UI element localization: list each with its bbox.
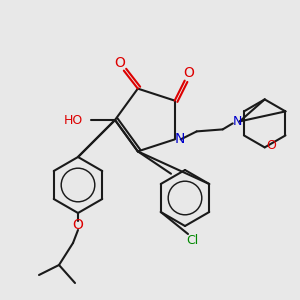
Text: N: N xyxy=(175,132,185,146)
Text: Cl: Cl xyxy=(186,233,198,247)
Text: O: O xyxy=(183,66,194,80)
Text: N: N xyxy=(233,115,242,128)
Text: HO: HO xyxy=(64,113,83,127)
Text: O: O xyxy=(266,139,276,152)
Text: O: O xyxy=(73,218,83,232)
Text: O: O xyxy=(114,56,125,70)
